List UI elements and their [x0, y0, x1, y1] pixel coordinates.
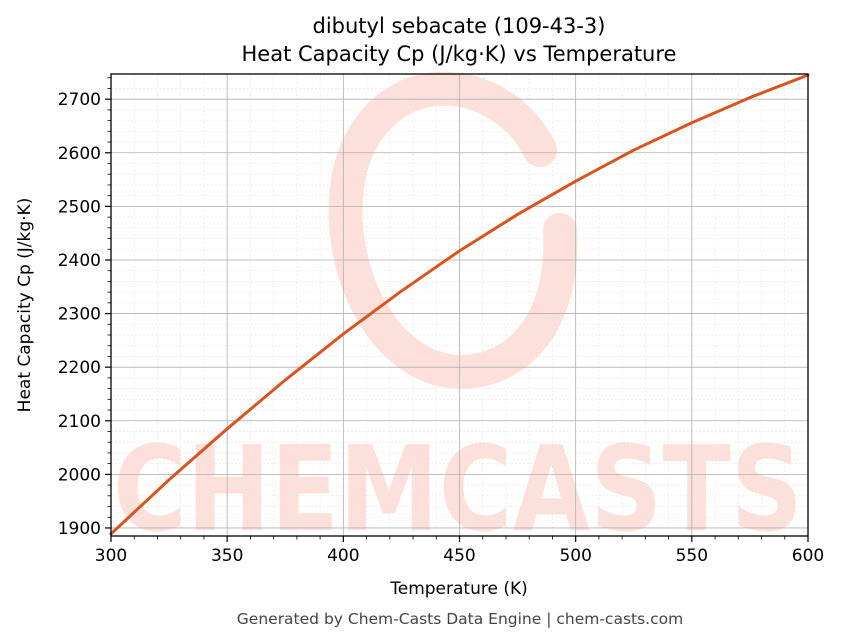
- y-tick-label: 2500: [58, 197, 101, 217]
- series-layer: [109, 73, 810, 536]
- watermark-swirl: [328, 71, 578, 390]
- y-tick-label: 2600: [58, 144, 101, 164]
- y-tick-label: 2200: [58, 358, 101, 378]
- x-tick-label: 500: [559, 546, 591, 566]
- chart-title-line1: dibutyl sebacate (109-43-3): [313, 14, 606, 38]
- x-tick-label: 300: [95, 546, 127, 566]
- x-axis-ticks: 300 350 400 450 500 550 600: [95, 536, 824, 566]
- y-tick-label: 2400: [58, 251, 101, 271]
- watermark-text: CHEMCASTS: [113, 420, 803, 558]
- y-axis-label: Heat Capacity Cp (J/kg·K): [15, 198, 35, 413]
- x-tick-label: 400: [327, 546, 359, 566]
- series-line-cp: [109, 73, 810, 536]
- x-tick-label: 600: [792, 546, 824, 566]
- x-tick-label: 550: [676, 546, 708, 566]
- x-tick-label: 450: [443, 546, 475, 566]
- chemcasts-watermark: CHEMCASTS: [113, 71, 803, 558]
- x-axis-label: Temperature (K): [389, 579, 528, 599]
- footer-credit: Generated by Chem-Casts Data Engine | ch…: [237, 610, 683, 628]
- chart-title-line2: Heat Capacity Cp (J/kg·K) vs Temperature: [242, 42, 677, 66]
- x-tick-label: 350: [211, 546, 243, 566]
- y-tick-label: 2700: [58, 90, 101, 110]
- y-tick-label: 2300: [58, 305, 101, 325]
- y-tick-label: 2100: [58, 412, 101, 432]
- y-axis-ticks: 1900 2000 2100 2200 2300 2400 2500 2600 2700: [58, 77, 111, 539]
- y-tick-label: 2000: [58, 465, 101, 485]
- y-tick-label: 1900: [58, 519, 101, 539]
